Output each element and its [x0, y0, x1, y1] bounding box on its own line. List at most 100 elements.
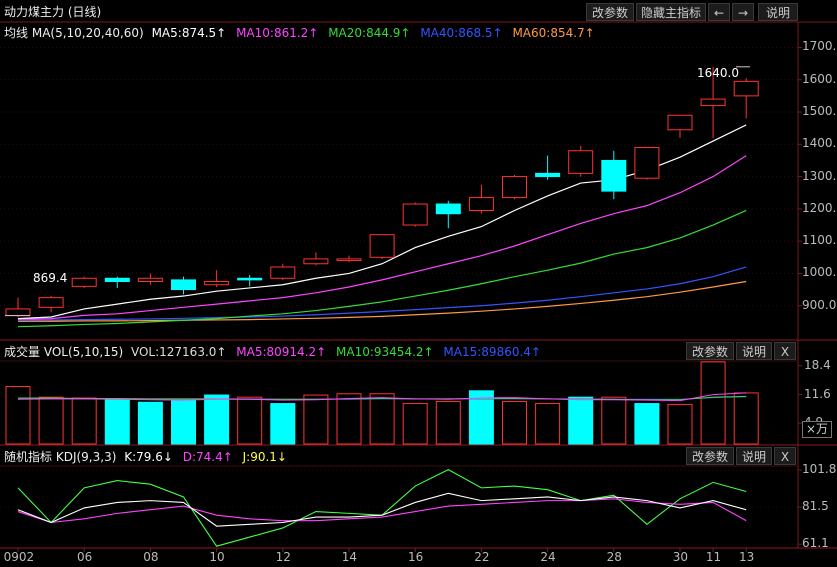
candle-body: [402, 203, 428, 226]
x-tick-label: 16: [408, 550, 424, 564]
main-y-tick-label: 1400.0: [802, 136, 837, 151]
next-arrow-button[interactable]: →: [732, 3, 754, 21]
x-tick-label: 30: [672, 550, 689, 564]
main-y-tick-label: 1600.0: [802, 71, 837, 86]
vol-description-button[interactable]: 说明: [736, 342, 772, 360]
volume-bar: [204, 394, 230, 445]
volume-bar: [733, 392, 759, 445]
volume-bar: [71, 397, 97, 445]
x-tick-label: 08: [143, 550, 159, 564]
vol-label: 成交量: [4, 345, 41, 359]
kdj-label: 随机指标: [4, 450, 53, 464]
candle-body: [435, 203, 461, 215]
candle-body: [601, 159, 627, 192]
description-button[interactable]: 说明: [758, 3, 798, 21]
ma40-value: MA40:868.5↑: [420, 26, 503, 40]
main-y-tick-label: 1100.0: [802, 233, 837, 248]
volume-bar: [700, 361, 726, 445]
x-tick-label: 13: [739, 550, 755, 564]
main-legend: 均线 MA(5,10,20,40,60) MA5:874.5↑ MA10:861…: [4, 24, 595, 41]
volume-bar: [369, 393, 395, 445]
hide-main-indicator-button[interactable]: 隐藏主指标: [636, 3, 706, 21]
candle-body: [502, 176, 527, 199]
vol-value: VOL:127163.0↑: [130, 345, 227, 359]
kdj-y-tick-label: 81.5: [802, 499, 829, 513]
candle-body: [137, 277, 163, 283]
main-y-tick-label: 1200.0: [802, 200, 837, 215]
volume-bar: [171, 399, 196, 445]
candle-body: [204, 281, 230, 286]
vol-y-tick-label: 11.6: [804, 386, 831, 401]
volume-bar: [502, 400, 527, 445]
ma10-value: MA10:861.2↑: [236, 26, 319, 40]
candle-body: [171, 279, 196, 291]
kdj-j-value: J:90.1↓: [242, 450, 287, 464]
volume-bar: [237, 396, 263, 445]
kdj-close-button[interactable]: X: [774, 447, 796, 465]
ma20-line: [17, 209, 747, 328]
ma10-line: [17, 155, 747, 320]
candle-body: [270, 266, 296, 279]
volume-bar: [601, 396, 627, 445]
candle-body: [5, 308, 31, 316]
candle-body: [71, 277, 97, 287]
x-tick-label: 22: [474, 550, 490, 564]
vol-ma15-value: MA15:89860.4↑: [443, 345, 541, 359]
candle-body: [700, 98, 726, 107]
low-price-label: 869.4: [33, 271, 68, 285]
ma-name: MA(5,10,20,40,60): [31, 26, 144, 40]
candle-body: [733, 80, 759, 97]
kdj-description-button[interactable]: 说明: [736, 447, 772, 465]
kdj-y-tick-label: 101.8: [802, 462, 837, 476]
volume-bar: [468, 390, 494, 445]
volume-bar: [336, 393, 362, 445]
ma60-value: MA60:854.7↑: [512, 26, 595, 40]
volume-bar: [634, 403, 660, 445]
volume-bar: [137, 401, 163, 445]
x-tick-label: 24: [540, 550, 556, 564]
x-tick-label: 11: [705, 550, 722, 564]
candle-body: [303, 258, 329, 265]
kdj-k-value: K:79.6↓: [124, 450, 173, 464]
x-tick-label: 28: [606, 550, 622, 564]
top-header: 动力煤主力 (日线) 改参数 隐藏主指标 ← → 说明: [0, 0, 837, 22]
main-y-tick-label: 900.0: [802, 297, 837, 312]
kdj-name: KDJ(9,3,3): [55, 450, 117, 464]
x-tick-label: 0902: [3, 550, 35, 564]
main-y-tick-label: 1500.0: [802, 104, 837, 119]
x-tick-label: 10: [209, 550, 225, 564]
candle-body: [667, 114, 693, 131]
vol-ma10-value: MA10:93454.2↑: [336, 345, 434, 359]
main-y-tick-label: 1000.0: [802, 265, 837, 280]
main-y-tick-label: 1300.0: [802, 168, 837, 183]
prev-arrow-button[interactable]: ←: [708, 3, 730, 21]
vol-close-button[interactable]: X: [774, 342, 796, 360]
volume-bar: [568, 396, 594, 445]
kdj-modify-params-button[interactable]: 改参数: [686, 447, 734, 465]
candle-body: [369, 234, 395, 258]
vol-modify-params-button[interactable]: 改参数: [686, 342, 734, 360]
x-tick-label: 06: [77, 550, 93, 564]
vol-legend: 成交量 VOL(5,10,15) VOL:127163.0↑ MA5:80914…: [4, 343, 541, 360]
candle-body: [38, 297, 64, 308]
kdj-j-line: [17, 469, 747, 547]
candle-body: [535, 172, 561, 178]
candle-body: [568, 150, 594, 174]
kdj-y-tick-label: 61.1: [802, 536, 829, 551]
ma5-value: MA5:874.5↑: [151, 26, 227, 40]
high-price-label: 1640.0: [697, 66, 739, 80]
volume-bar: [270, 403, 296, 445]
candle-body: [634, 147, 660, 179]
candle-body: [336, 258, 362, 262]
ma60-line: [18, 280, 747, 322]
volume-bar: [667, 403, 693, 445]
volume-bar: [5, 386, 31, 445]
ma40-line: [17, 266, 747, 321]
modify-params-button[interactable]: 改参数: [586, 3, 634, 21]
kdj-d-value: D:74.4↑: [182, 450, 233, 464]
ma-label: 均线: [4, 26, 29, 40]
main-y-tick-label: 1700.0: [802, 39, 837, 54]
vol-unit-label: ×万: [802, 421, 832, 438]
volume-bar: [303, 394, 329, 445]
